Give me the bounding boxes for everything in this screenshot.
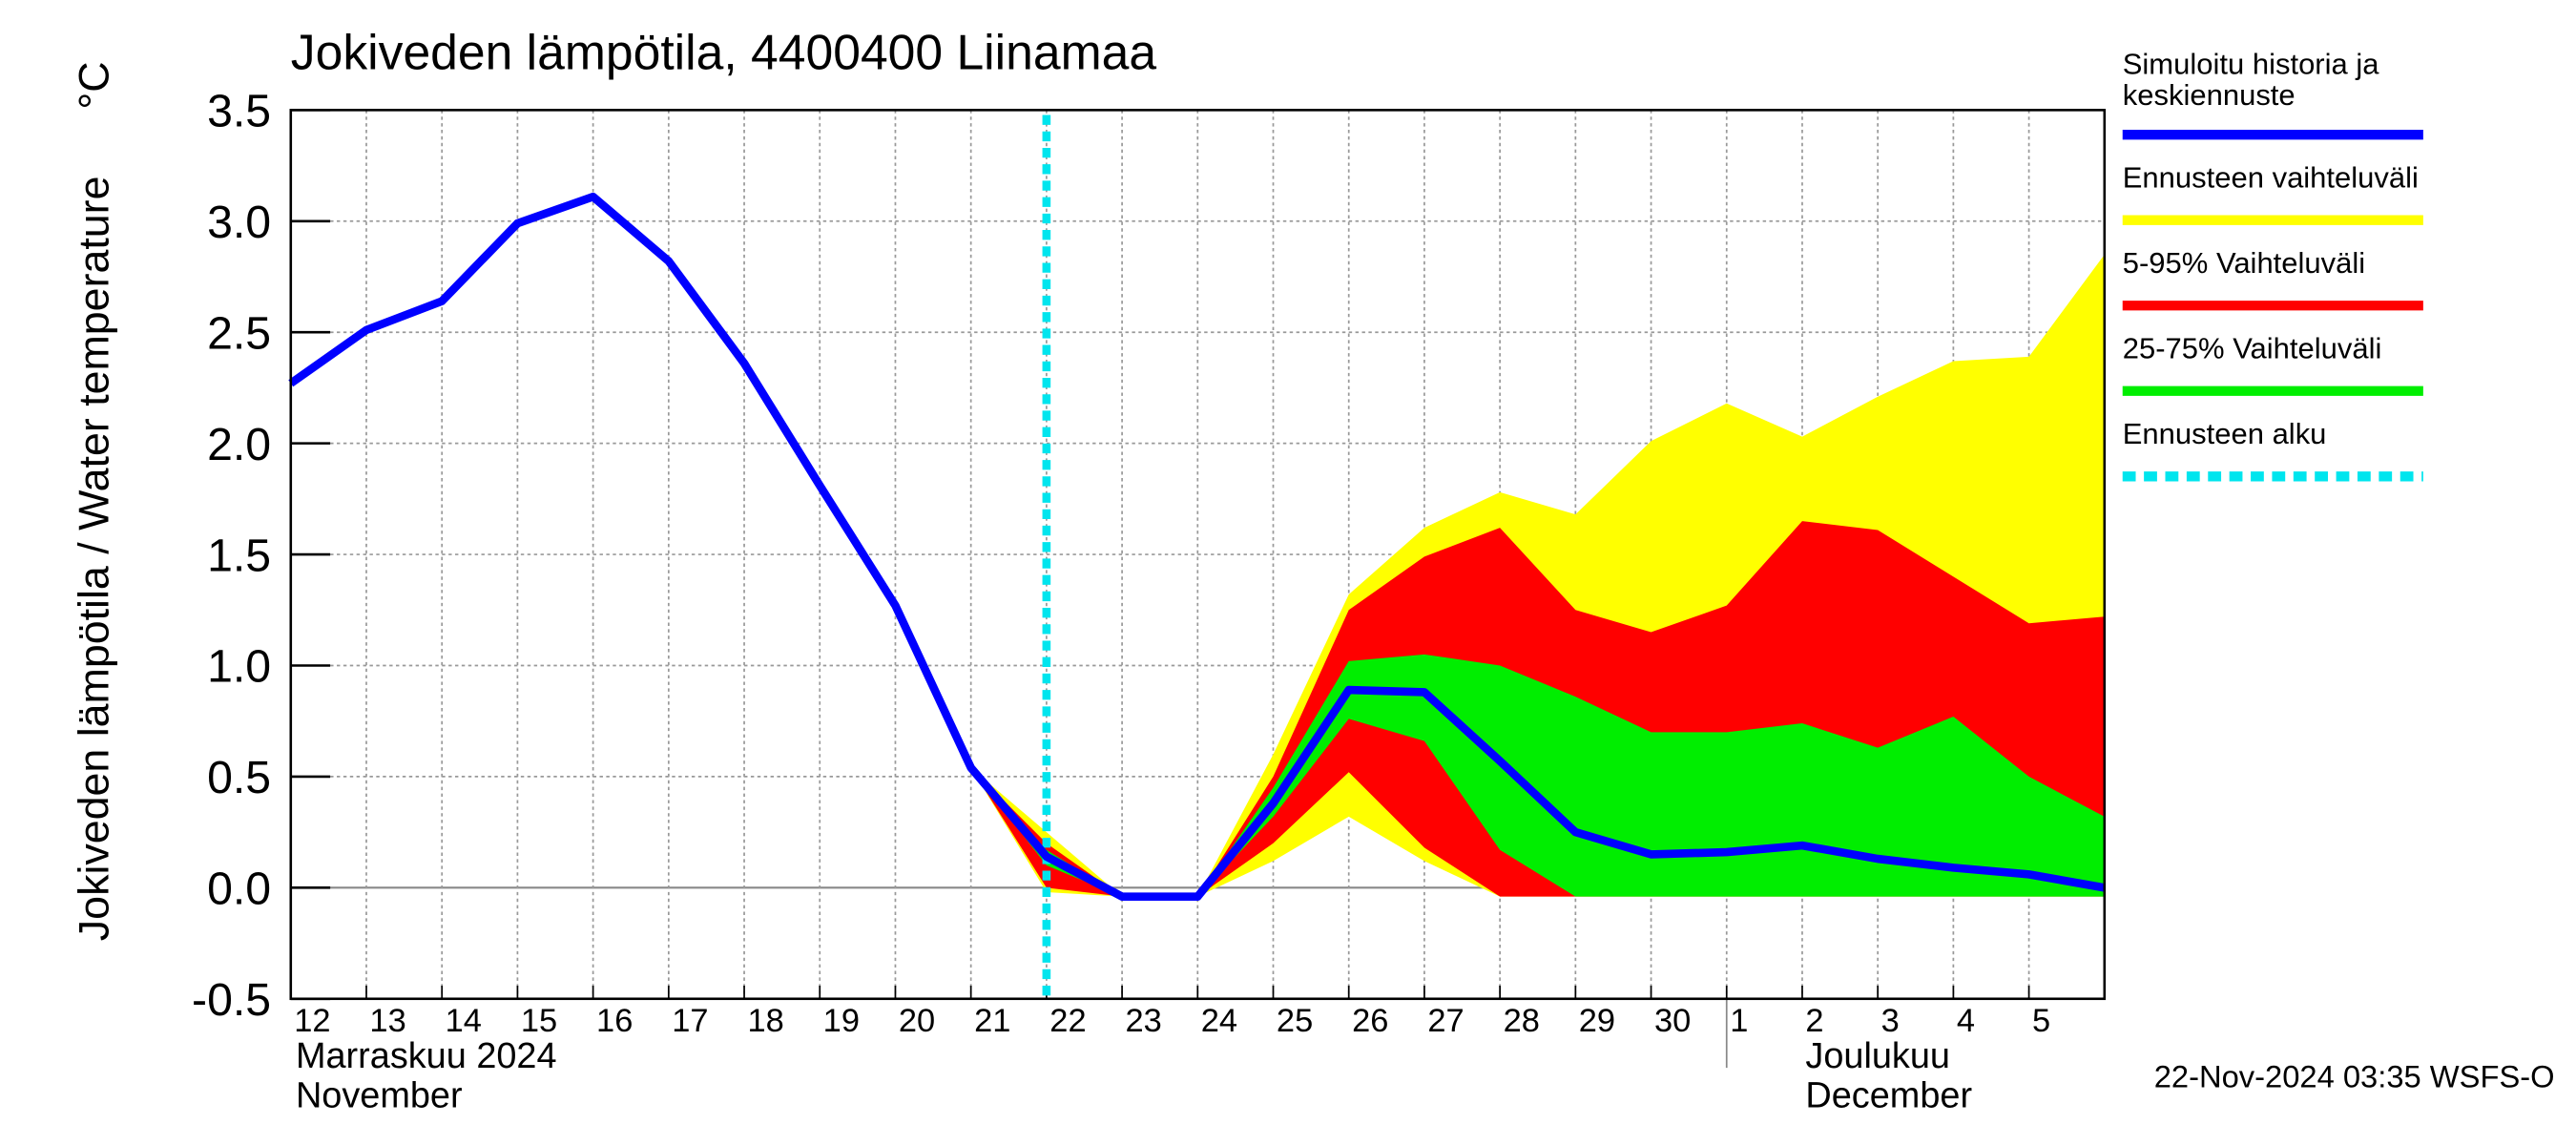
x-tick-label: 20 (899, 1003, 935, 1039)
x-tick-label: 18 (747, 1003, 783, 1039)
x-tick-label: 30 (1654, 1003, 1691, 1039)
y-tick-label: 2.5 (207, 307, 271, 359)
x-tick-label: 29 (1579, 1003, 1615, 1039)
x-tick-label: 26 (1352, 1003, 1388, 1039)
x-tick-label: 13 (369, 1003, 405, 1039)
x-tick-label: 22 (1049, 1003, 1086, 1039)
x-tick-label: 27 (1427, 1003, 1464, 1039)
series-line (288, 192, 2106, 901)
y-tick-label: 2.0 (207, 419, 271, 470)
y-tick-label: 1.5 (207, 530, 271, 581)
month-label: Joulukuu (1805, 1036, 1950, 1076)
x-tick-label: 17 (672, 1003, 708, 1039)
x-tick-label: 24 (1201, 1003, 1237, 1039)
footer: 22-Nov-2024 03:35 WSFS-O (2154, 1059, 2555, 1094)
x-tick-label: 1 (1730, 1003, 1748, 1039)
y-axis-label: Jokiveden lämpötila / Water temperature (71, 177, 118, 942)
y-tick-label: -0.5 (192, 974, 271, 1026)
band (970, 654, 2105, 897)
month-label: December (1805, 1075, 1972, 1115)
legend-entry: Simuloitu historia ja keskiennuste (2122, 49, 2379, 113)
y-tick-label: 0.5 (207, 752, 271, 803)
legend-label: 25-75% Vaihteluväli (2122, 333, 2382, 365)
x-tick-label: 25 (1277, 1003, 1313, 1039)
x-tick-label: 15 (521, 1003, 557, 1039)
y-axis-unit: °C (71, 61, 118, 109)
x-tick-label: 12 (294, 1003, 330, 1039)
x-tick-label: 23 (1126, 1003, 1162, 1039)
legend-label: Ennusteen alku (2122, 419, 2327, 450)
y-tick-label: 3.0 (207, 197, 271, 248)
plot-frame (289, 109, 2107, 1001)
legend-label: Simuloitu historia ja keskiennuste (2122, 49, 2379, 113)
legend-label: Ennusteen vaihteluväli (2122, 162, 2419, 195)
x-tick-label: 3 (1881, 1003, 1900, 1039)
y-tick-label: 3.5 (207, 86, 271, 137)
x-tick-label: 28 (1504, 1003, 1540, 1039)
month-label: November (296, 1075, 463, 1115)
x-tick-label: 4 (1957, 1003, 1975, 1039)
x-tick-label: 19 (823, 1003, 860, 1039)
legend-label: 5-95% Vaihteluväli (2122, 247, 2366, 280)
y-tick-label: 1.0 (207, 641, 271, 693)
chart-title: Jokiveden lämpötila, 4400400 Liinamaa (291, 24, 1157, 79)
y-tick-label: 0.0 (207, 864, 271, 915)
legend-entry: Ennusteen alku (2122, 419, 2327, 450)
legend-entry: 25-75% Vaihteluväli (2122, 333, 2382, 365)
legend-entry: 5-95% Vaihteluväli (2122, 247, 2366, 280)
legend-entry: Ennusteen vaihteluväli (2122, 162, 2419, 195)
month-label: Marraskuu 2024 (296, 1036, 557, 1076)
x-tick-label: 5 (2032, 1003, 2050, 1039)
x-tick-label: 2 (1805, 1003, 1823, 1039)
x-tick-label: 14 (446, 1003, 482, 1039)
x-tick-label: 21 (974, 1003, 1010, 1039)
x-tick-label: 16 (596, 1003, 633, 1039)
